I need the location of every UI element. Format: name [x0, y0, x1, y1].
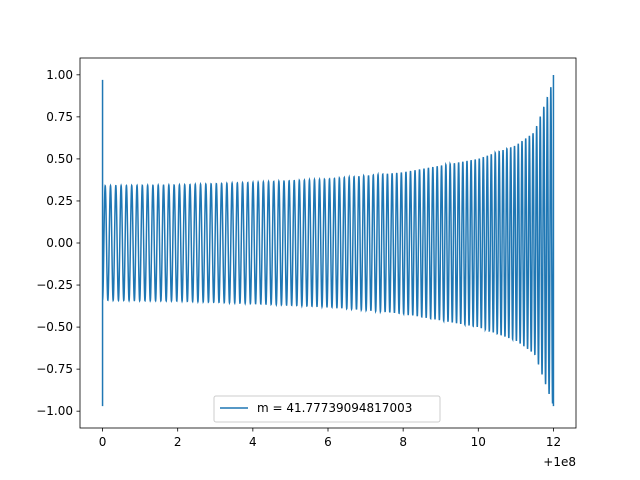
y-tick-label: −0.25: [36, 278, 73, 292]
x-tick-label: 12: [546, 435, 561, 449]
legend-label: m = 41.77739094817003: [257, 401, 412, 415]
x-tick-label: 10: [471, 435, 486, 449]
plot-area: [101, 74, 555, 407]
x-tick-label: 0: [99, 435, 107, 449]
y-axis: 1.00 0.75 0.50 0.25 0.00 −0.25 −0.50 −0.75 −1.00: [36, 68, 80, 418]
y-tick-label: 1.00: [46, 68, 73, 82]
y-tick-label: −0.75: [36, 362, 73, 376]
y-tick-label: −0.50: [36, 320, 73, 334]
x-tick-label: 4: [249, 435, 257, 449]
y-tick-label: 0.75: [46, 110, 73, 124]
x-offset-label: +1e8: [543, 455, 576, 469]
x-axis: 0 2 4 6 8 10 12: [99, 428, 561, 449]
series-line: [101, 74, 555, 407]
y-tick-label: 0.00: [46, 236, 73, 250]
legend-box: [213, 395, 441, 423]
x-tick-label: 2: [174, 435, 182, 449]
x-tick-label: 6: [324, 435, 332, 449]
legend: m = 41.77739094817003: [213, 395, 441, 423]
x-tick-label: 8: [399, 435, 407, 449]
y-tick-label: −1.00: [36, 404, 73, 418]
y-tick-label: 0.25: [46, 194, 73, 208]
y-tick-label: 0.50: [46, 152, 73, 166]
